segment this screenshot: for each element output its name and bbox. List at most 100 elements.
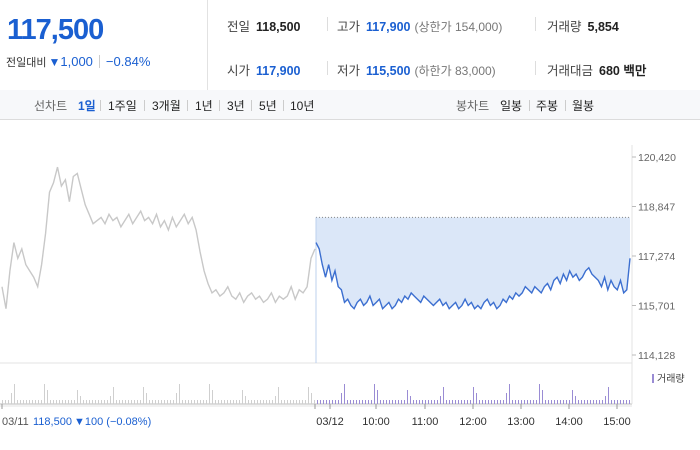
volume-bar — [140, 400, 141, 404]
volume-bar — [572, 390, 573, 404]
volume-bar — [35, 400, 36, 404]
volume-bar — [167, 400, 168, 404]
line-chart-label: 선차트 — [34, 99, 68, 113]
volume-bar — [449, 400, 450, 404]
volume-bar — [155, 400, 156, 404]
volume-bar — [95, 400, 96, 404]
volume-bar — [224, 400, 225, 404]
volume-bar — [41, 400, 42, 404]
volume-bar — [230, 400, 231, 404]
volume-bar — [509, 384, 510, 404]
volume-bar — [515, 400, 516, 404]
volume-bar — [596, 400, 597, 404]
upper-limit: (상한가 154,000) — [414, 20, 503, 34]
volume-bar — [542, 390, 543, 404]
volume-bar — [332, 400, 333, 404]
divider — [535, 17, 536, 31]
volume-bar — [281, 400, 282, 404]
tab-daily[interactable]: 일봉 — [500, 99, 523, 113]
divider — [187, 100, 188, 111]
volume-bar — [8, 400, 9, 404]
volume-bar — [284, 400, 285, 404]
volume-bar — [611, 400, 612, 404]
volume-bar — [584, 400, 585, 404]
volume-bar — [614, 400, 615, 404]
chart-footer: 03/11 118,500 ▼100 (−0.08%) — [2, 416, 151, 428]
y-tick-label: 118,847 — [638, 202, 675, 214]
candle-chart-label: 봉차트 — [456, 99, 490, 113]
volume-bar — [170, 400, 171, 404]
volume-bar — [158, 400, 159, 404]
quote-header: 117,500 전일대비 ▼1,000 −0.84% 전일 118,500 고가 117… — [0, 0, 700, 91]
tab-monthly[interactable]: 월봉 — [572, 99, 595, 113]
volume-bar — [491, 400, 492, 404]
volume-bar — [392, 400, 393, 404]
volume-bar — [461, 400, 462, 404]
tab-weekly[interactable]: 주봉 — [536, 99, 559, 113]
volume-bar — [302, 400, 303, 404]
volume-bar — [314, 400, 315, 404]
volume-bar — [311, 393, 312, 404]
volume-bar — [122, 400, 123, 404]
tab-1year[interactable]: 1년 — [195, 99, 213, 113]
volume-bar — [290, 400, 291, 404]
open-value: 117,900 — [256, 64, 301, 78]
tab-1day[interactable]: 1일 — [78, 99, 96, 113]
volume-bar — [296, 400, 297, 404]
volume-bar — [188, 400, 189, 404]
prev-close-value: 118,500 — [256, 20, 301, 34]
today-area — [316, 217, 630, 309]
volume-legend-swatch — [652, 374, 654, 383]
volume-bar — [617, 400, 618, 404]
volume-bar — [293, 400, 294, 404]
volume-bar — [254, 400, 255, 404]
volume-bar — [593, 400, 594, 404]
volume-bar — [365, 400, 366, 404]
tab-1week[interactable]: 1주일 — [108, 99, 137, 113]
volume-bar — [5, 400, 6, 404]
price-chart[interactable]: 120,420 118,847 117,274 115,701 114,128 03/1… — [0, 120, 700, 450]
volume-bar — [362, 400, 363, 404]
volume-bar — [452, 400, 453, 404]
prev-close-label: 전일 — [227, 20, 251, 34]
volume-bar — [602, 400, 603, 404]
volume-bar — [398, 400, 399, 404]
chart-tab-bar: 선차트 1일 1주일 3개월 1년 3년 5년 10년 봉차트 일봉 주봉 월봉 — [0, 90, 700, 120]
volume-bar — [608, 387, 609, 404]
volume-bar — [485, 400, 486, 404]
volume-bar — [113, 387, 114, 404]
tab-3month[interactable]: 3개월 — [152, 99, 181, 113]
prev-close-text: 118,500 — [33, 416, 72, 428]
divider — [98, 55, 100, 68]
open-stat: 시가 117,900 — [227, 60, 301, 79]
volume-bar — [503, 400, 504, 404]
volume-bar — [581, 400, 582, 404]
tab-5year[interactable]: 5년 — [259, 99, 277, 113]
volume-bar — [86, 400, 87, 404]
current-price: 117,500 — [7, 14, 104, 46]
volume-bar — [59, 400, 60, 404]
volume-bar — [62, 400, 63, 404]
tab-10year[interactable]: 10년 — [290, 99, 315, 113]
volume-bar — [599, 400, 600, 404]
volume-bar — [191, 400, 192, 404]
volume-bar — [11, 393, 12, 404]
volume-bar — [575, 396, 576, 404]
volume-bar — [353, 400, 354, 404]
x-axis-ticks: 03/12 10:00 11:00 12:00 13:00 14:00 15:00 — [1, 404, 631, 428]
divider — [327, 61, 328, 75]
volume-bar — [200, 400, 201, 404]
volume-bar — [425, 400, 426, 404]
volume-bar — [17, 400, 18, 404]
volume-bar — [278, 387, 279, 404]
volume-bars — [2, 384, 630, 404]
volume-bar — [623, 400, 624, 404]
x-tick-label: 13:00 — [507, 416, 535, 428]
volume-bar — [143, 387, 144, 404]
tab-3year[interactable]: 3년 — [227, 99, 245, 113]
volume-bar — [383, 400, 384, 404]
volume-bar — [164, 400, 165, 404]
volume-bar — [152, 400, 153, 404]
change-amount: 1,000 — [60, 54, 93, 69]
volume-bar — [194, 400, 195, 404]
